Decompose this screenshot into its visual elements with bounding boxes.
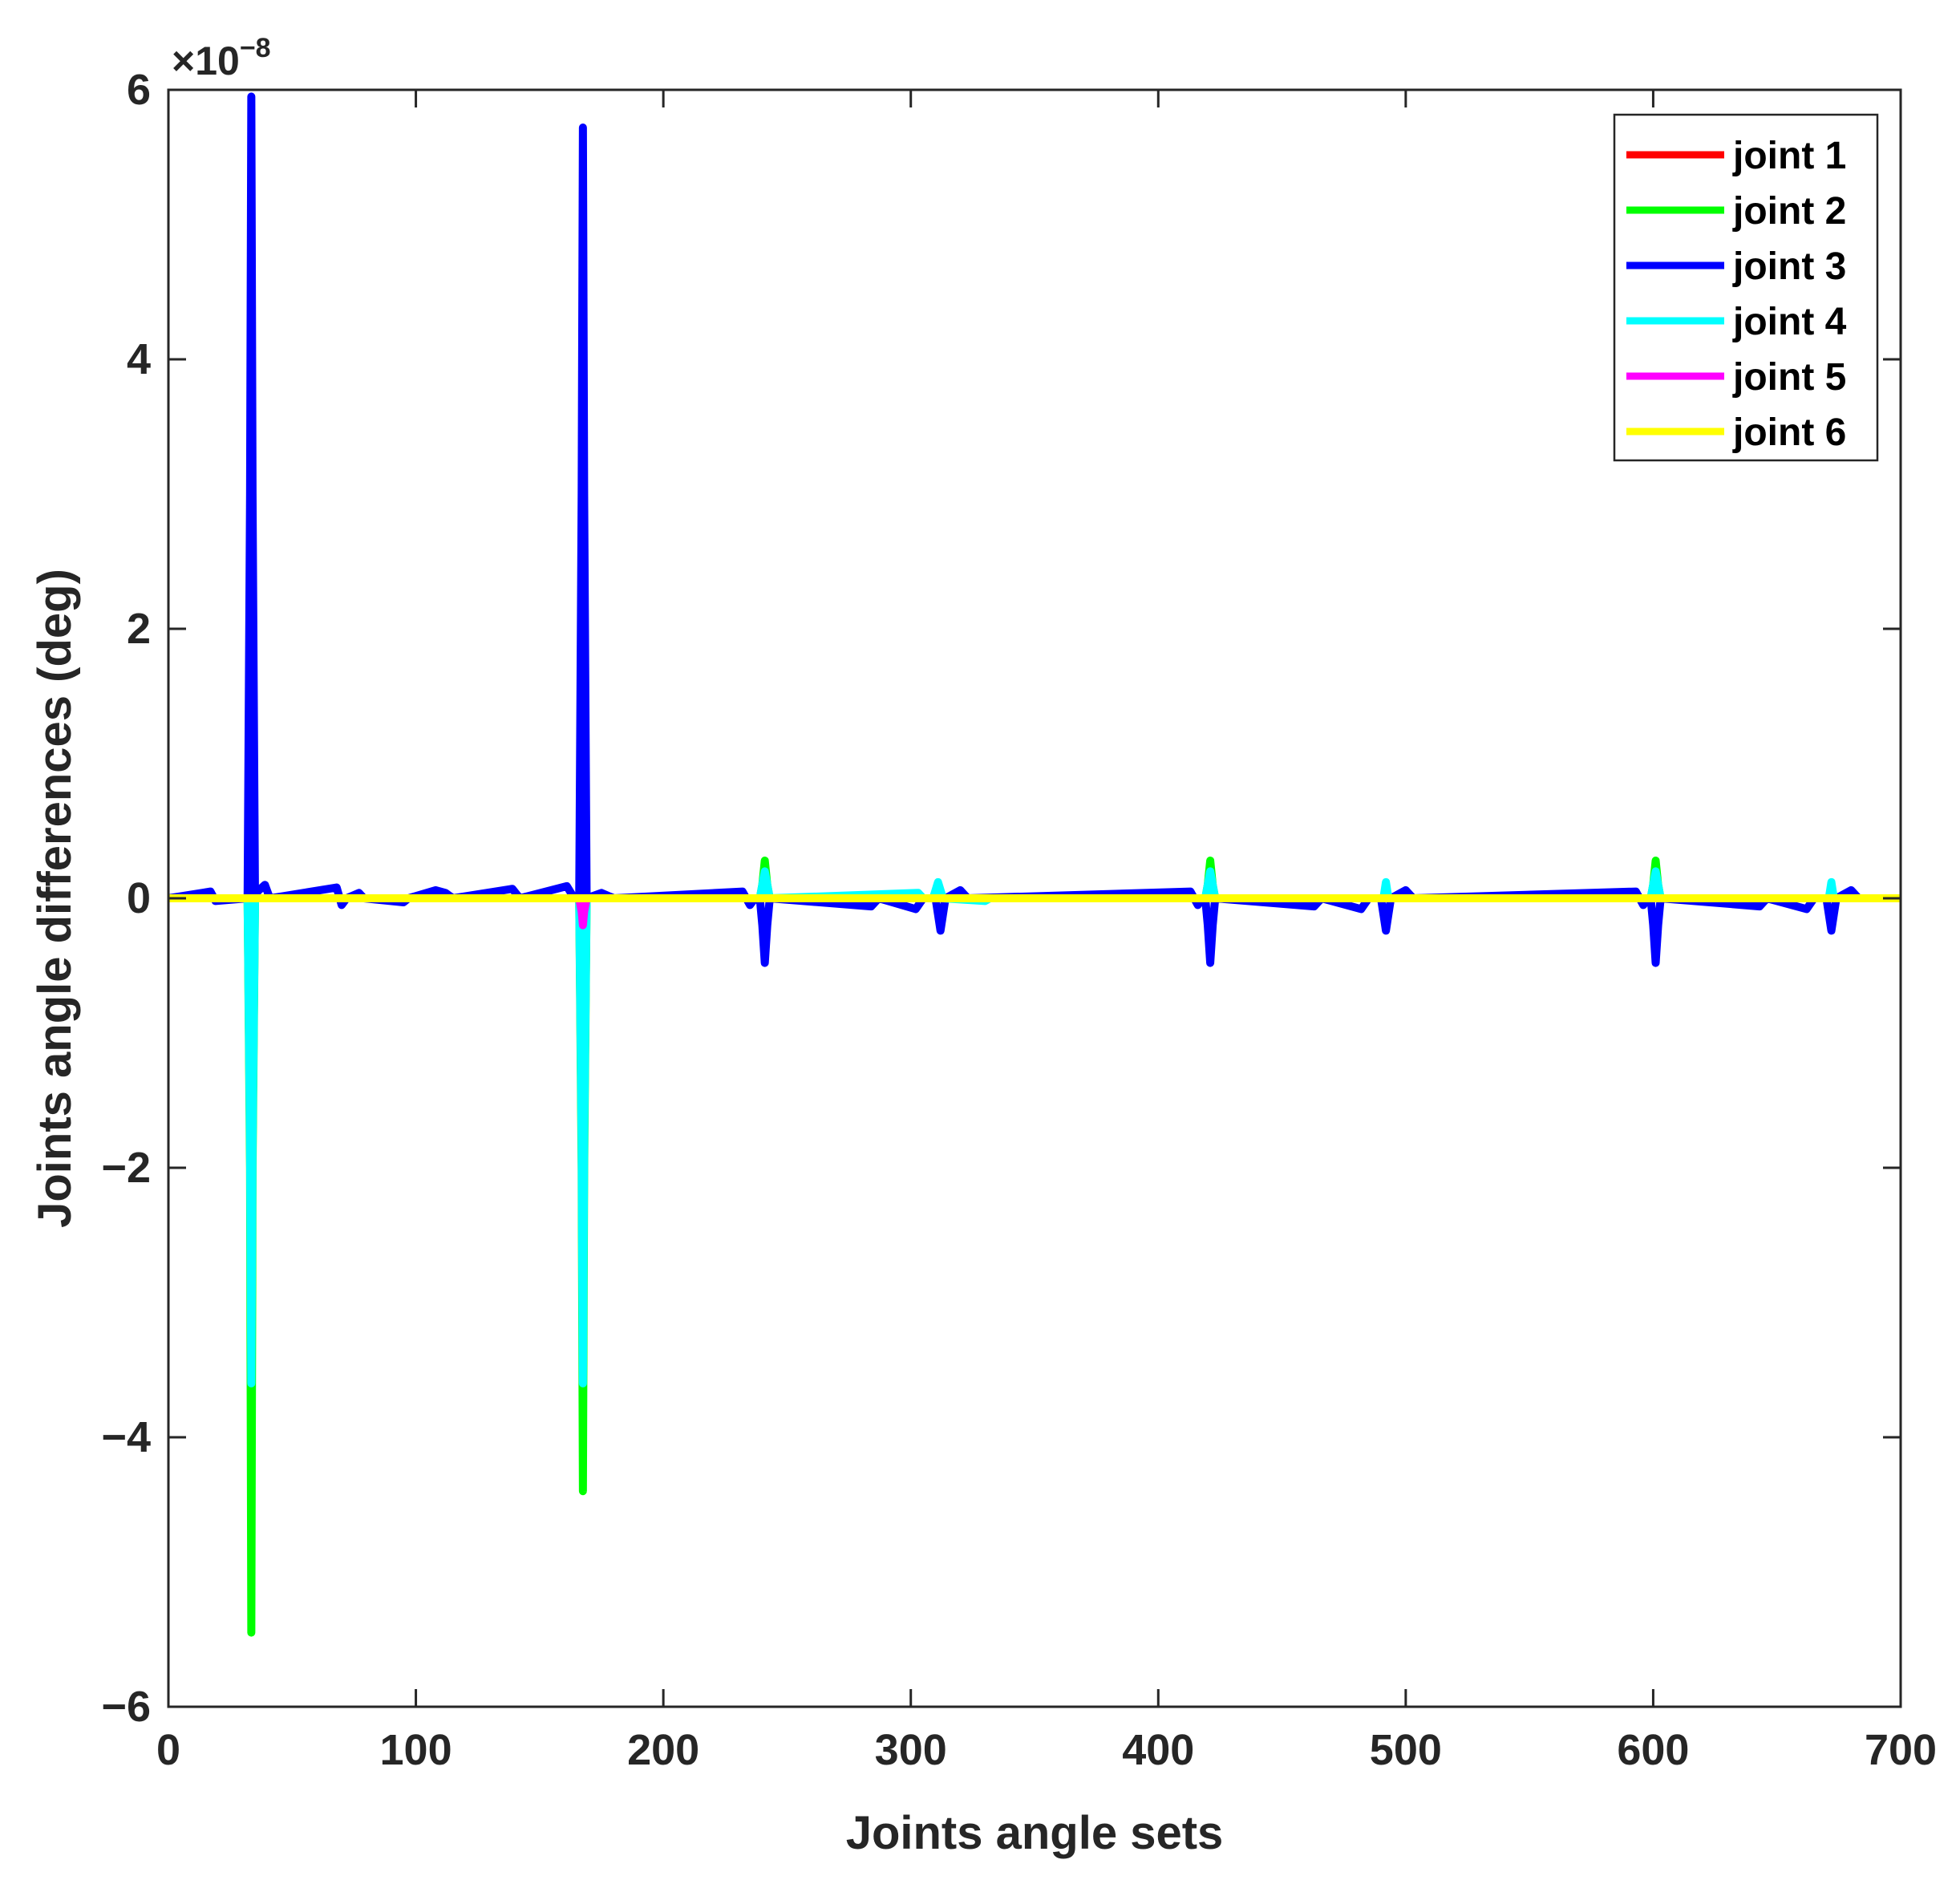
- x-tick-label: 500: [1370, 1726, 1442, 1774]
- legend-label-joint-5: joint 5: [1732, 356, 1846, 399]
- x-tick-label: 200: [627, 1726, 699, 1774]
- x-tick-label: 100: [380, 1726, 452, 1774]
- x-axis: 0 100 200 300 400 500 600 700: [156, 90, 1937, 1774]
- legend-label-joint-1: joint 1: [1732, 135, 1846, 177]
- legend-label-joint-6: joint 6: [1732, 411, 1846, 454]
- series-line-joint-4: [168, 867, 1901, 1388]
- series-layer: [168, 92, 1901, 1637]
- y-tick-label: 4: [127, 335, 151, 383]
- y-axis-label: Joints angle differences (deg): [29, 569, 81, 1228]
- y-tick-label: 2: [127, 605, 151, 653]
- legend-label-joint-4: joint 4: [1732, 301, 1847, 343]
- y-tick-label: 0: [127, 874, 151, 922]
- legend: joint 1 joint 2 joint 3 joint 4 joint 5 joint…: [1613, 113, 1879, 462]
- x-axis-label: Joints angle sets: [846, 1807, 1224, 1859]
- x-tick-label: 700: [1865, 1726, 1937, 1774]
- legend-label-joint-3: joint 3: [1732, 245, 1846, 288]
- y-tick-label: −4: [101, 1413, 151, 1461]
- x-tick-label: 600: [1617, 1726, 1689, 1774]
- x-tick-label: 0: [156, 1726, 180, 1774]
- x-tick-label: 300: [875, 1726, 947, 1774]
- legend-box: [1613, 113, 1879, 462]
- y-tick-label: −2: [101, 1144, 151, 1192]
- x-tick-label: 400: [1122, 1726, 1194, 1774]
- legend-label-joint-2: joint 2: [1732, 190, 1846, 233]
- y-axis: −6 −4 −2 0 2 4 6: [101, 66, 1901, 1731]
- y-tick-label: 6: [127, 66, 151, 114]
- y-tick-label: −6: [101, 1683, 151, 1731]
- y-exponent-label: ×10−8: [172, 33, 271, 83]
